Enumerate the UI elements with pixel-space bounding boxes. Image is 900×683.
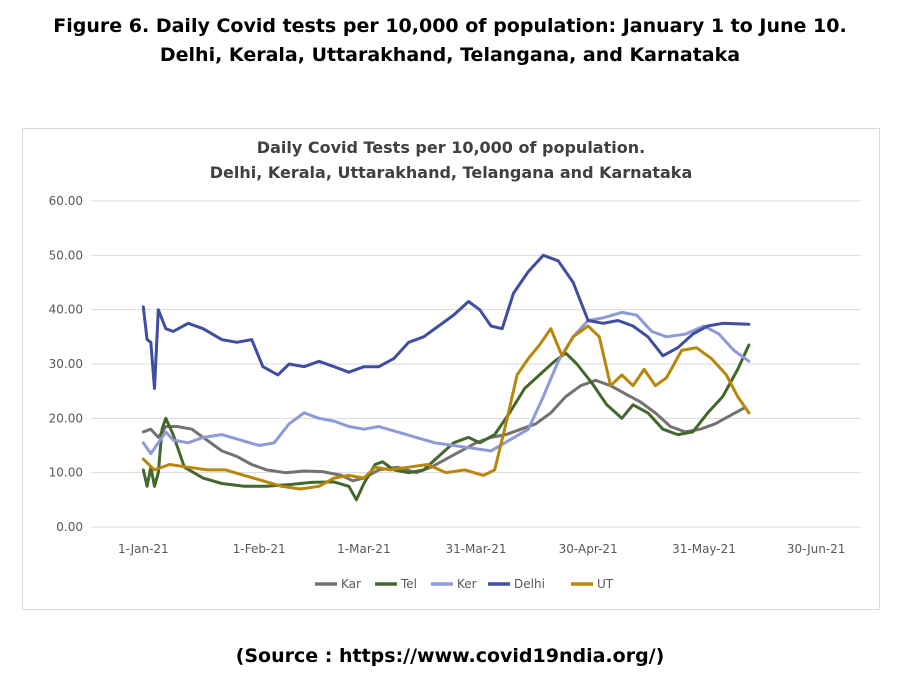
figure-title: Figure 6. Daily Covid tests per 10,000 o…	[0, 12, 900, 70]
x-tick-label-5: 31-May-21	[672, 542, 736, 556]
series-lines	[141, 253, 751, 502]
y-tick-label-6: 60.00	[49, 194, 83, 208]
x-tick-label-6: 30-Jun-21	[787, 542, 846, 556]
source-caption: (Source : https://www.covid19ndia.org/)	[235, 645, 665, 667]
figure-title-line-1: Figure 6. Daily Covid tests per 10,000 o…	[53, 15, 847, 37]
y-tick-label-1: 10.00	[49, 466, 83, 480]
chart-title: Daily Covid Tests per 10,000 of populati…	[257, 138, 645, 157]
series-line-tel	[141, 343, 751, 502]
y-axis-tick-labels: 0.00 10.00 20.00 30.00 40.00 50.00 60.00	[49, 194, 83, 534]
series-line-kar	[141, 378, 747, 483]
y-tick-label-4: 40.00	[49, 303, 83, 317]
figure-title-line-2: Delhi, Kerala, Uttarakhand, Telangana, a…	[159, 44, 741, 66]
x-tick-label-0: 1-Jan-21	[118, 542, 169, 556]
y-tick-label-2: 20.00	[49, 411, 83, 425]
legend-label-kar: Kar	[341, 577, 361, 591]
series-line-ut	[141, 324, 751, 491]
x-tick-label-4: 30-Apr-21	[559, 542, 618, 556]
legend-label-ker: Ker	[457, 577, 477, 591]
series-line-ker	[141, 310, 751, 456]
x-axis-tick-labels: 1-Jan-21 1-Feb-21 1-Mar-21 31-Mar-21 30-Apr-…	[118, 542, 845, 556]
line-chart: Daily Covid Tests per 10,000 of populati…	[49, 138, 861, 591]
legend-label-tel: Tel	[400, 577, 417, 591]
legend-label-ut: UT	[597, 577, 614, 591]
x-tick-label-2: 1-Mar-21	[337, 542, 390, 556]
chart-frame: Daily Covid Tests per 10,000 of populati…	[22, 128, 880, 610]
y-tick-label-3: 30.00	[49, 357, 83, 371]
chart-subtitle: Delhi, Kerala, Uttarakhand, Telangana an…	[210, 163, 693, 182]
y-tick-label-5: 50.00	[49, 248, 83, 262]
x-tick-label-1: 1-Feb-21	[233, 542, 286, 556]
y-tick-label-0: 0.00	[56, 520, 83, 534]
series-line-delhi	[141, 253, 751, 390]
x-tick-label-3: 31-Mar-21	[445, 542, 506, 556]
gridlines	[91, 200, 861, 528]
legend: Kar Tel Ker Delhi UT	[315, 577, 614, 591]
legend-label-delhi: Delhi	[514, 577, 545, 591]
